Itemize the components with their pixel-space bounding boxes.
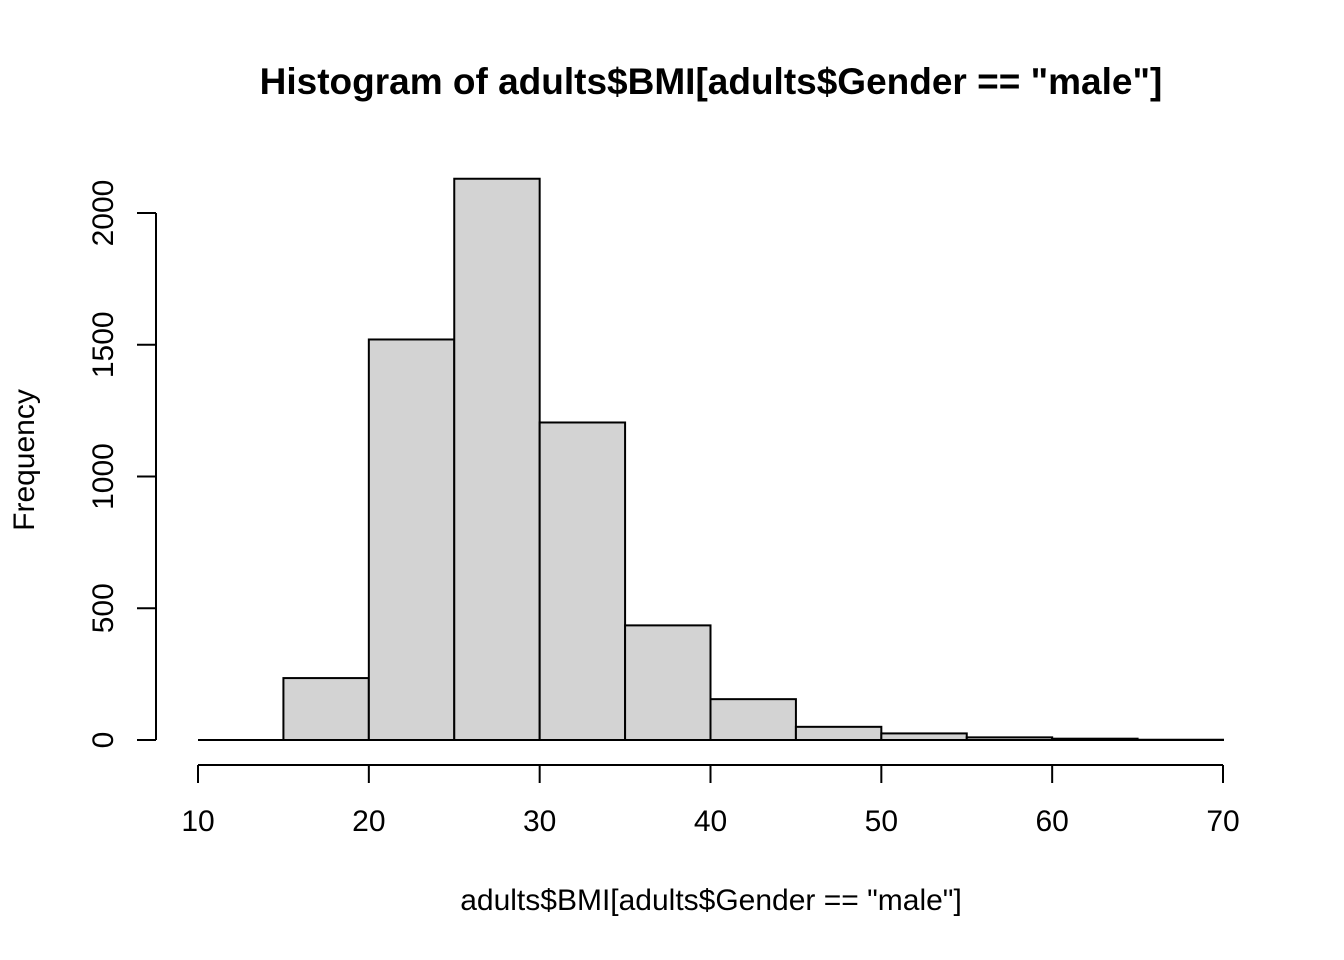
y-axis: 0 500 1000 1500 2000 <box>87 180 157 749</box>
x-tick-label: 60 <box>1035 805 1068 838</box>
x-axis-title: adults$BMI[adults$Gender == "male"] <box>460 884 962 917</box>
histogram-bar <box>282 677 370 742</box>
histogram-bar <box>1051 737 1139 741</box>
histogram-bar <box>624 624 712 741</box>
y-tick-label: 2000 <box>87 180 120 247</box>
y-axis-title: Frequency <box>8 389 41 531</box>
x-tick-label: 30 <box>523 805 556 838</box>
y-tick-label: 1000 <box>87 443 120 510</box>
histogram-bar <box>538 421 627 741</box>
x-tick-label: 40 <box>694 805 727 838</box>
y-tick-label: 500 <box>87 583 120 633</box>
y-tick-label: 0 <box>87 732 120 749</box>
x-tick-label: 70 <box>1206 805 1239 838</box>
x-tick-label: 20 <box>352 805 385 838</box>
x-axis: 10 20 30 40 50 60 70 <box>181 764 1240 838</box>
histogram-bars <box>198 177 1225 742</box>
histogram-bar <box>709 698 797 741</box>
chart-title: Histogram of adults$BMI[adults$Gender ==… <box>260 61 1163 102</box>
histogram-bar <box>367 338 456 741</box>
x-tick-label: 10 <box>181 805 214 838</box>
histogram-bar <box>965 736 1054 741</box>
y-tick-label: 1500 <box>87 311 120 378</box>
histogram-bar <box>794 725 883 742</box>
histogram-bar <box>453 177 541 741</box>
histogram-bar <box>880 732 968 741</box>
x-tick-label: 50 <box>865 805 898 838</box>
